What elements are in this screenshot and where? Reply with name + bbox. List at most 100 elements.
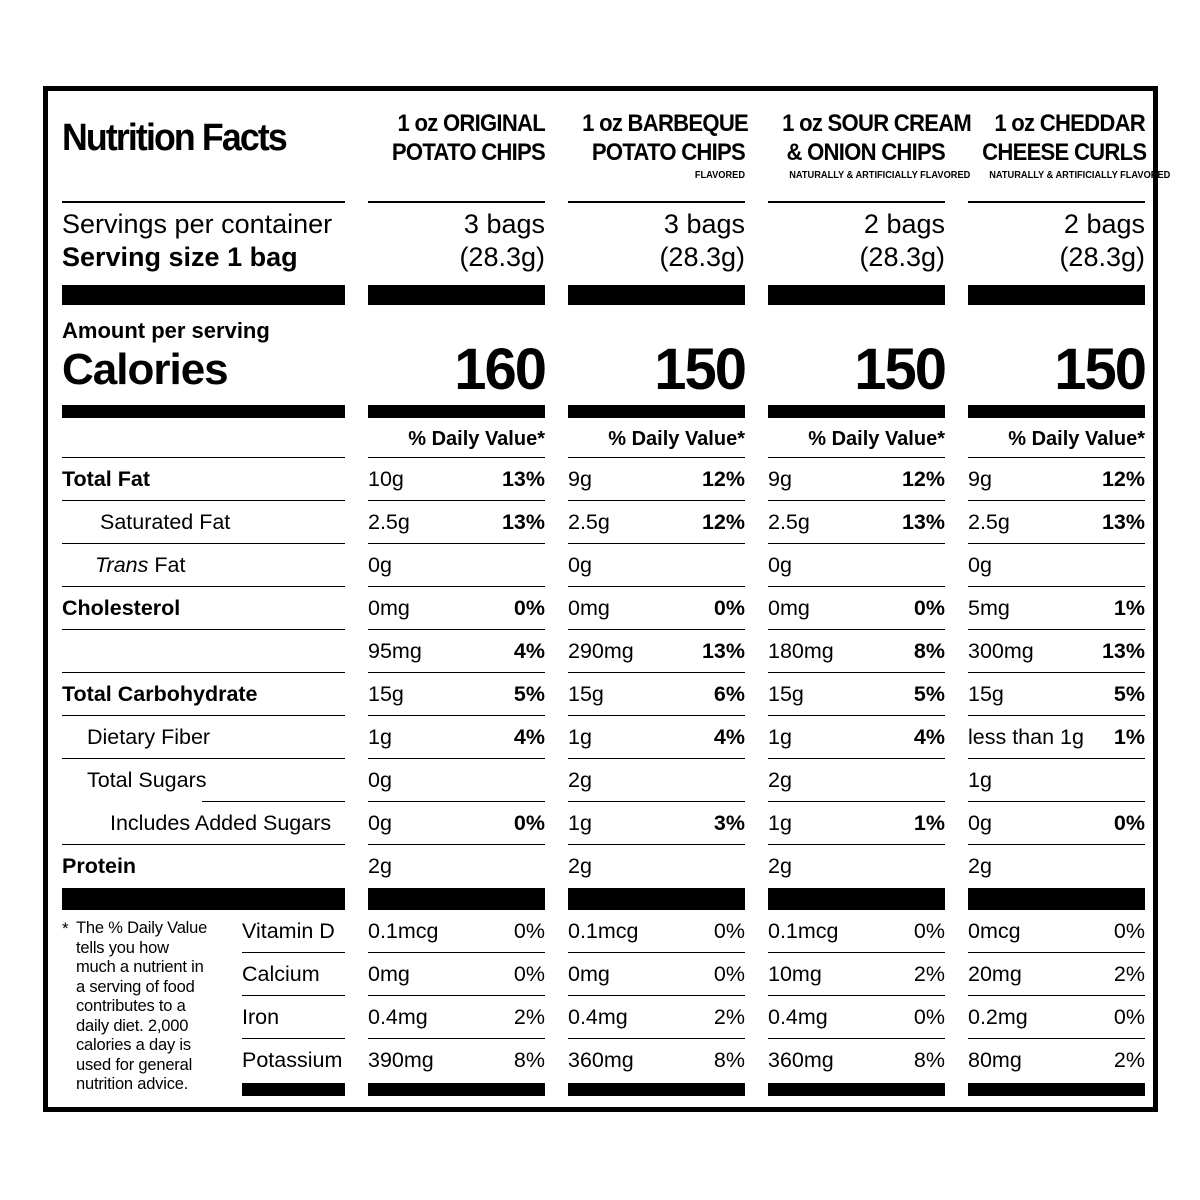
page-title: Nutrition Facts	[62, 117, 288, 159]
nutrient-amount: 0mg	[768, 595, 810, 620]
micronutrient-amount: 0.1mcg	[768, 918, 839, 943]
micronutrient-label-row: Potassium	[242, 1039, 345, 1081]
divider-bar	[968, 405, 1145, 418]
footnote-line: a serving of food	[76, 977, 195, 996]
nutrient-amount: 290mg	[568, 638, 634, 663]
divider-bar	[968, 888, 1145, 910]
nutrient-value-cell: 0g 0%	[968, 802, 1145, 845]
nutrient-daily-value: 0%	[513, 595, 545, 620]
nutrient-label: Total Sugars	[87, 768, 207, 792]
nutrient-daily-value: 4%	[713, 724, 745, 749]
micronutrient-value-row: 0.1mcg 0%	[568, 910, 745, 953]
nutrient-value-cell: 0g	[968, 544, 1145, 587]
nutrient-amount: 9g	[568, 466, 592, 491]
servings-values: 3 bags (28.3g)	[568, 203, 745, 285]
nutrient-value-cell: 9g 12%	[568, 458, 745, 501]
footnote-line: nutrition advice.	[76, 1075, 189, 1093]
nutrient-row: Saturated Fat 2.5g 13% 2.5g 12% 2.5g 13% 2.5g 13…	[62, 501, 1145, 544]
divider-bar-thick-bottom	[62, 888, 1145, 910]
divider-bar-segment	[768, 405, 945, 418]
calories-label: Calories	[62, 345, 229, 394]
nutrient-value-cell: 2.5g 13%	[368, 501, 545, 544]
nutrient-daily-value: 3%	[713, 810, 745, 835]
micronutrient-value-row: 0.4mg 2%	[568, 996, 745, 1039]
divider-bar	[768, 405, 945, 418]
nutrient-value-cell: 10g 13%	[368, 458, 545, 501]
servings-section: Servings per container Serving size 1 ba…	[62, 203, 1145, 285]
footnote-line: contributes to a	[76, 997, 186, 1015]
product-name-subtitle: NATURALLY & ARTIFICIALLY FLAVORED	[989, 169, 1171, 181]
nutrient-daily-value: 12%	[701, 466, 745, 491]
product-column-header: 1 oz BARBEQUE POTATO CHIPS FLAVORED	[568, 99, 749, 203]
nutrient-amount: 0g	[368, 810, 392, 835]
nutrient-value-cell: 1g 4%	[768, 716, 945, 759]
divider-bar-segment	[568, 285, 745, 305]
servings-count: 3 bags	[663, 209, 745, 239]
nutrient-value-cell: 2.5g 12%	[568, 501, 745, 544]
nutrient-daily-value: 12%	[701, 509, 745, 534]
nutrient-table: Total Fat 10g 13% 9g 12% 9g 12% 9g 12% Saturated …	[62, 458, 1145, 888]
nutrient-value-cell: 5mg 1%	[968, 587, 1145, 630]
nutrient-amount: 2g	[568, 767, 592, 792]
micronutrient-label: Vitamin D	[242, 918, 335, 943]
nutrient-amount: 2.5g	[368, 509, 410, 534]
nutrient-amount: 2.5g	[968, 509, 1010, 534]
footnote-line: The % Daily Value	[76, 919, 208, 937]
nutrient-row: Total Carbohydrate 15g 5% 15g 6% 15g 5% 15g 5%	[62, 673, 1145, 716]
nutrient-value-cell: 0mg 0%	[768, 587, 945, 630]
serving-weight: (28.3g)	[459, 242, 545, 272]
nutrient-amount: 300mg	[968, 638, 1034, 663]
nutrient-value-cell: 0mg 0%	[368, 587, 545, 630]
product-name-line2: POTATO CHIPS	[591, 139, 746, 166]
nutrient-value-cell: 2.5g 13%	[768, 501, 945, 544]
nutrient-label-cell: Saturated Fat	[62, 501, 345, 544]
footnote-text: The % Daily Value tells you how much a nut…	[76, 919, 207, 1096]
micronutrient-amount: 0mcg	[968, 918, 1021, 943]
micronutrient-value-column: 0.1mcg 0% 10mg 2% 0.4mg 0% 360mg 8%	[768, 910, 945, 1096]
micronutrient-amount: 0.4mg	[568, 1004, 628, 1029]
micronutrient-daily-value: 0%	[913, 918, 945, 943]
nutrient-amount: 0g	[968, 552, 992, 577]
nutrition-facts-panel: Nutrition Facts 1 oz ORIGINAL POTATO CHIP…	[43, 86, 1171, 1112]
footnote-line: daily diet. 2,000	[76, 1016, 189, 1035]
nutrient-value-cell: 0mg 0%	[568, 587, 745, 630]
nutrient-amount: 1g	[768, 810, 792, 835]
nutrient-label: Includes Added Sugars	[110, 810, 332, 835]
nutrient-label: Trans Fat	[62, 553, 185, 578]
micronutrient-amount: 10mg	[768, 961, 822, 986]
micronutrient-amount: 0.1mcg	[568, 918, 639, 943]
nutrient-label: Total Fat	[62, 466, 150, 491]
product-name-line1: 1 oz CHEDDAR	[994, 110, 1145, 137]
micronutrient-label-row: Iron	[242, 996, 345, 1039]
product-name-line1: 1 oz SOUR CREAM	[782, 110, 972, 137]
nutrient-daily-value: 1%	[913, 810, 945, 835]
nutrient-daily-value: 12%	[901, 466, 945, 491]
micronutrient-amount: 20mg	[968, 961, 1022, 986]
servings-labels: Servings per container Serving size 1 ba…	[62, 203, 345, 285]
micronutrient-value-row: 0.2mg 0%	[968, 996, 1145, 1039]
end-bar	[568, 1083, 745, 1096]
nutrient-label: Dietary Fiber	[87, 724, 211, 749]
nutrient-row: Protein 2g 2g 2g 2g	[62, 845, 1145, 888]
nutrient-amount: less than 1g	[968, 724, 1084, 749]
nutrient-amount: 0g	[368, 552, 392, 577]
micronutrient-daily-value: 8%	[713, 1047, 745, 1072]
micronutrient-value-row: 20mg 2%	[968, 953, 1145, 996]
serving-weight: (28.3g)	[859, 242, 945, 272]
micronutrient-value-row: 0mcg 0%	[968, 910, 1145, 953]
nutrient-daily-value: 13%	[501, 466, 545, 491]
micronutrient-amount: 360mg	[768, 1047, 834, 1072]
micronutrient-value-row: 10mg 2%	[768, 953, 945, 996]
footnote-and-micro-labels: * The % Daily Value tells you how much a n…	[62, 910, 345, 1096]
nutrient-amount: 2g	[768, 854, 792, 878]
nutrient-label-cell	[62, 630, 345, 673]
nutrient-daily-value: 13%	[1101, 509, 1145, 534]
divider-bar-segment	[968, 888, 1145, 910]
micronutrient-label-row: Calcium	[242, 953, 345, 996]
nutrient-value-cell: 180mg 8%	[768, 630, 945, 673]
nutrient-amount: 0g	[768, 552, 792, 577]
nutrient-amount: 1g	[568, 810, 592, 835]
nutrient-daily-value: 13%	[701, 638, 745, 663]
nutrient-value-cell: 300mg 13%	[968, 630, 1145, 673]
micronutrient-value-row: 0.1mcg 0%	[768, 910, 945, 953]
